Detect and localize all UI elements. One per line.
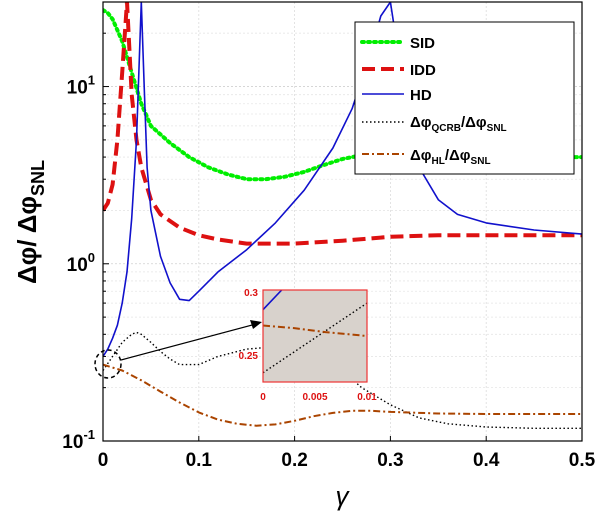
legend-box: [354, 21, 575, 175]
legend-label-hd: HD: [410, 87, 432, 104]
series-line-idd: [103, 2, 582, 246]
y-axis-label: Δφ/ ΔφSNL: [12, 160, 48, 284]
inset-background: [263, 290, 367, 382]
y-axis-label-sub: SNL: [28, 160, 48, 196]
inset-x-tick-label: 0.005: [302, 392, 327, 403]
inset-chart: 0.3 0.25 0 0.005 0.01: [239, 288, 378, 403]
y-axis-label-main: Δφ/ Δφ: [12, 196, 42, 284]
legend-label-idd: IDD: [410, 62, 436, 79]
series-line-hl: [103, 363, 582, 427]
legend: SID IDD HD ΔφQCRB/ΔφSNL ΔφHL/ΔφSNL: [354, 21, 575, 175]
plot-frame: [102, 1, 583, 442]
legend-label-hl: ΔφHL/ΔφSNL: [410, 147, 491, 167]
x-tick-label: 0.3: [377, 450, 403, 471]
x-axis-label: γ: [336, 481, 351, 511]
axis-ticks: 0 0.1 0.2 0.3 0.4 0.5 10-1 100 101: [62, 1, 596, 471]
x-tick-label: 0: [98, 450, 109, 471]
legend-label-qcrb: ΔφQCRB/ΔφSNL: [410, 114, 507, 134]
inset-x-tick-label: 0: [260, 392, 266, 403]
inset-frame: [262, 289, 368, 383]
inset-series-layer: [263, 290, 367, 374]
y-tick-label: 10-1: [62, 427, 95, 453]
x-tick-label: 0.2: [281, 450, 307, 471]
inset-series-line-qcrb: [263, 302, 367, 374]
y-tick-label: 101: [67, 73, 95, 99]
y-tick-label: 100: [67, 250, 95, 276]
inset-y-tick-label: 0.25: [239, 351, 259, 362]
zoom-arrow: [120, 323, 257, 361]
inset-series-line-hd: [263, 290, 283, 311]
x-tick-label: 0.5: [569, 450, 596, 471]
inset-x-tick-label: 0.01: [357, 392, 377, 403]
x-tick-label: 0.4: [473, 450, 500, 471]
legend-label-sid: SID: [410, 35, 435, 52]
x-tick-label: 0.1: [186, 450, 213, 471]
inset-series-line-hl: [263, 324, 367, 337]
inset-y-tick-label: 0.3: [244, 288, 258, 299]
zoom-circle-marker: [94, 349, 122, 379]
zoom-arrowhead: [250, 320, 262, 329]
series-line-qcrb: [103, 331, 582, 429]
